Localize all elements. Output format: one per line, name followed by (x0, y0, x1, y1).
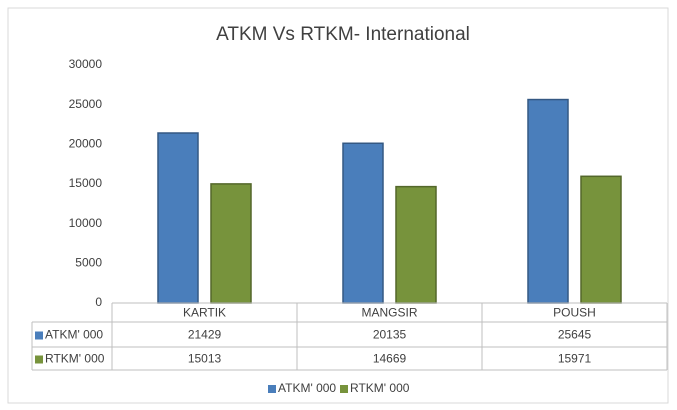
y-tick-label: 10000 (69, 216, 103, 230)
legend-key (268, 385, 276, 393)
chart-title: ATKM Vs RTKM- International (216, 24, 470, 45)
y-tick-label: 20000 (69, 137, 103, 151)
bar (580, 175, 622, 304)
chart-border (7, 7, 669, 404)
bar (157, 132, 199, 304)
bar (527, 98, 569, 304)
bar (210, 183, 252, 304)
x-tick-label: KARTIK (183, 306, 226, 320)
table-value: 21429 (188, 328, 222, 342)
y-tick-label: 15000 (69, 176, 103, 190)
table-row-label: RTKM' 000 (45, 352, 105, 366)
table-value: 15971 (558, 352, 592, 366)
x-tick-label: POUSH (553, 306, 596, 320)
y-tick-label: 25000 (69, 97, 103, 111)
table-row-label: ATKM' 000 (45, 328, 103, 342)
legend-label: RTKM' 000 (350, 381, 410, 395)
legend-key (340, 385, 348, 393)
table-value: 25645 (558, 328, 592, 342)
table-value: 15013 (188, 352, 222, 366)
table-value: 14669 (373, 352, 407, 366)
y-tick-label: 30000 (69, 57, 103, 71)
legend-label: ATKM' 000 (278, 381, 336, 395)
table-value: 20135 (373, 328, 407, 342)
x-tick-label: MANGSIR (361, 306, 417, 320)
y-tick-label: 5000 (75, 256, 102, 270)
bar (342, 142, 384, 304)
table-key (35, 331, 43, 340)
bar (395, 185, 437, 304)
table-key (35, 355, 43, 364)
y-tick-label: 0 (95, 295, 102, 309)
